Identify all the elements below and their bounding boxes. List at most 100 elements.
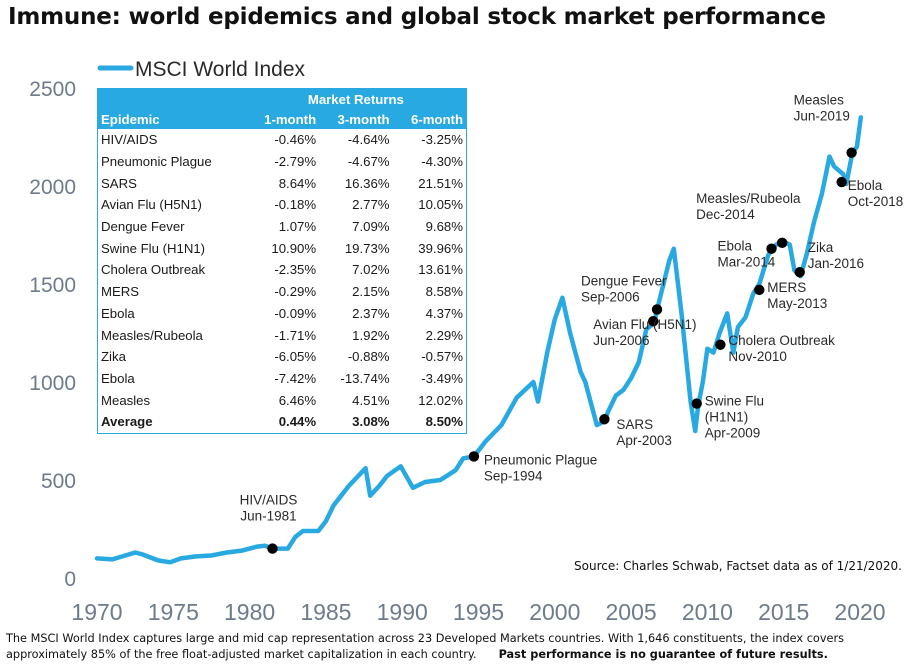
table-row: Ebola -0.09% 2.37% 4.37% xyxy=(98,303,466,325)
market-returns-table: Market Returns Epidemic 1-month 3-month … xyxy=(97,88,467,434)
x-tick-label: 2020 xyxy=(834,599,885,625)
cell-3-month: 19.73% xyxy=(344,240,390,256)
cell-6-month: 10.05% xyxy=(418,197,463,213)
event-label-line: Measles/Rubeola xyxy=(696,191,801,206)
event-label-line: Cholera Outbreak xyxy=(728,333,835,348)
x-tick-label: 2005 xyxy=(606,599,657,625)
cell-epidemic: Avian Flu (H5N1) xyxy=(101,197,202,213)
table-row: Avian Flu (H5N1) -0.18% 2.77% 10.05% xyxy=(98,194,466,216)
table-row: Measles/Rubeola -1.71% 1.92% 2.29% xyxy=(98,324,466,346)
cell-6-month: -3.49% xyxy=(421,370,463,386)
event-marker xyxy=(267,543,278,554)
event-label-line: Measles xyxy=(794,93,845,108)
table-row: Measles 6.46% 4.51% 12.02% xyxy=(98,389,466,411)
event-label-line: Ebola xyxy=(717,239,752,254)
event-label: HIV/AIDS Jun-1981 xyxy=(240,493,298,524)
source-note: Source: Charles Schwab, Factset data as … xyxy=(574,559,902,573)
table-average-row: Average 0.44% 3.08% 8.50% xyxy=(98,411,466,433)
cell-3-month: 7.02% xyxy=(352,262,390,278)
cell-3-month: -4.64% xyxy=(347,132,390,148)
event-marker xyxy=(599,414,610,425)
event-label-line: Jun-2019 xyxy=(794,109,850,124)
event-label: MERS May-2013 xyxy=(767,280,827,311)
table-row: Ebola -7.42% -13.74% -3.49% xyxy=(98,368,466,390)
event-marker xyxy=(651,304,663,315)
disclaimer: Past performance is no guarantee of futu… xyxy=(498,648,828,661)
cell-3-month: 2.77% xyxy=(352,197,390,213)
x-tick-label: 2000 xyxy=(529,599,580,625)
chart-title: Immune: world epidemics and global stock… xyxy=(8,4,826,30)
cell-epidemic: Ebola xyxy=(101,305,135,321)
event-label-line: Ebola xyxy=(848,178,883,193)
event-label-line: Dec-2014 xyxy=(696,207,755,222)
cell-1-month: -2.79% xyxy=(274,154,317,170)
event-label: Zika Jan-2016 xyxy=(808,240,864,271)
cell-6-month: 4.37% xyxy=(425,305,463,321)
cell-3-month: 1.92% xyxy=(352,327,390,343)
x-tick-label: 1995 xyxy=(453,599,504,625)
event-marker xyxy=(794,267,805,278)
event-marker xyxy=(715,339,726,350)
event-label-line: Dengue Fever xyxy=(581,273,667,288)
cell-epidemic: Ebola xyxy=(101,370,135,386)
table-row: SARS 8.64% 16.36% 21.51% xyxy=(98,172,466,194)
event-marker xyxy=(691,398,702,409)
event-label: Measles Jun-2019 xyxy=(794,93,850,124)
event-label-line: Jun-1981 xyxy=(240,509,296,524)
table-row: MERS -0.29% 2.15% 8.58% xyxy=(98,281,466,303)
cell-1-month: -0.46% xyxy=(274,132,317,148)
cell-6-month: -3.25% xyxy=(421,132,463,148)
event-marker xyxy=(836,176,847,188)
event-label-line: Sep-1994 xyxy=(484,468,543,483)
y-tick-label: 500 xyxy=(41,470,76,493)
event-label: Cholera Outbreak Nov-2010 xyxy=(728,333,835,364)
table-header-row: Epidemic 1-month 3-month 6-month xyxy=(98,109,466,129)
cell-6-month: 12.02% xyxy=(418,392,463,408)
cell-epidemic: Pneumonic Plague xyxy=(101,154,212,170)
event-label-line: Pneumonic Plague xyxy=(484,452,597,467)
cell-3-month: 2.15% xyxy=(352,284,390,300)
cell-epidemic: Measles xyxy=(101,392,151,408)
x-tick-label: 1980 xyxy=(224,599,275,625)
cell-1-month: 10.90% xyxy=(271,240,317,256)
x-tick-label: 2015 xyxy=(758,599,809,625)
event-label-line: Jun-2006 xyxy=(593,333,649,348)
event-label: SARS Apr-2003 xyxy=(616,417,672,448)
cell-1-month: -7.42% xyxy=(274,370,317,386)
event-label-line: Jan-2016 xyxy=(808,256,864,271)
cell-1-month: 8.64% xyxy=(278,175,317,191)
column-header-6-month: 6-month xyxy=(392,109,466,129)
cell-6-month: 8.50% xyxy=(425,414,463,430)
cell-1-month: -0.09% xyxy=(274,305,317,321)
column-header-1-month: 1-month xyxy=(245,109,320,129)
cell-6-month: -0.57% xyxy=(421,349,463,365)
event-label: Swine Flu (H1N1) Apr-2009 xyxy=(705,394,764,441)
event-label: Avian Flu (H5N1) Jun-2006 xyxy=(593,317,696,348)
event-label: Ebola Oct-2018 xyxy=(848,178,904,209)
table-row: Cholera Outbreak -2.35% 7.02% 13.61% xyxy=(98,259,466,281)
table-row: Pneumonic Plague -2.79% -4.67% -4.30% xyxy=(98,151,466,173)
event-label-line: Avian Flu (H5N1) xyxy=(593,317,696,332)
legend-label: MSCI World Index xyxy=(135,58,305,81)
event-label-line: MERS xyxy=(767,280,806,295)
cell-6-month: 39.96% xyxy=(418,240,463,256)
table-row: Zika -6.05% -0.88% -0.57% xyxy=(98,346,466,368)
cell-epidemic: Swine Flu (H1N1) xyxy=(101,240,206,256)
cell-6-month: 21.51% xyxy=(418,175,463,191)
column-header-epidemic: Epidemic xyxy=(98,109,246,129)
event-label-line: HIV/AIDS xyxy=(240,493,298,508)
x-tick-label: 1970 xyxy=(71,599,122,625)
x-tick-label: 2010 xyxy=(682,599,733,625)
cell-3-month: -4.67% xyxy=(347,154,390,170)
event-label-line: May-2013 xyxy=(767,296,827,311)
cell-average-label: Average xyxy=(101,414,153,430)
cell-3-month: 3.08% xyxy=(352,414,390,430)
cell-3-month: -13.74% xyxy=(340,370,390,386)
cell-epidemic: Zika xyxy=(101,349,126,365)
cell-3-month: -0.88% xyxy=(347,349,390,365)
event-marker xyxy=(754,284,765,296)
cell-6-month: -4.30% xyxy=(421,154,463,170)
cell-1-month: 6.46% xyxy=(278,392,317,408)
event-label: Dengue Fever Sep-2006 xyxy=(581,273,667,304)
y-tick-label: 1500 xyxy=(29,274,76,297)
